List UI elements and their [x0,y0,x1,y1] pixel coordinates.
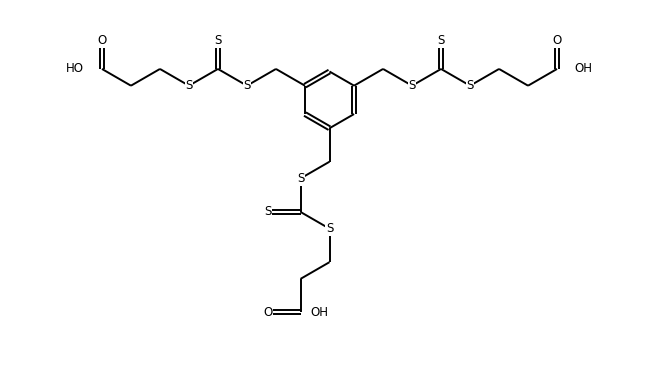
Text: HO: HO [67,63,84,75]
Text: S: S [326,222,333,235]
Text: S: S [438,34,445,47]
Text: S: S [297,172,304,185]
Text: S: S [409,79,416,92]
Text: S: S [214,34,221,47]
Text: S: S [264,205,272,218]
Text: O: O [264,306,273,319]
Text: S: S [243,79,250,92]
Text: OH: OH [310,306,328,319]
Text: OH: OH [575,63,592,75]
Text: O: O [98,34,107,47]
Text: S: S [467,79,474,92]
Text: O: O [552,34,561,47]
Text: S: S [185,79,192,92]
